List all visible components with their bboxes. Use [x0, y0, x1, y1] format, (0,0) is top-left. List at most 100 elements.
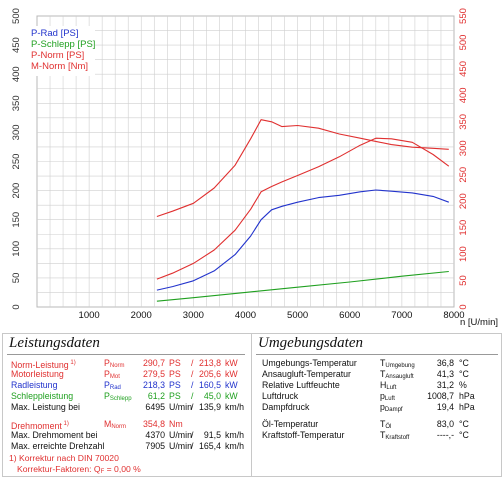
- row-label: Max. erreichte Drehzahl: [11, 441, 105, 451]
- x-tick-label: 6000: [339, 310, 360, 321]
- row-label: Radleistung: [11, 380, 58, 390]
- row-unit-1: U/min: [169, 430, 192, 440]
- row-unit-2: km/h: [225, 402, 245, 412]
- row-label: Umgebungs-Temperatur: [262, 358, 357, 368]
- series-line-p-rad: [156, 189, 449, 291]
- leistungsdaten-title: Leistungsdaten: [9, 335, 100, 351]
- leistung-row: Norm-Leistung 1) PNorm 290,7 PS / 213,8 kW: [3, 358, 251, 370]
- row-label: Ansaugluft-Temperatur: [262, 369, 351, 379]
- row-unit-2: kW: [225, 358, 238, 368]
- legend-background: [28, 26, 95, 76]
- row-value-2: 213,8: [198, 358, 221, 368]
- row-separator: /: [191, 441, 194, 451]
- y-left-tick-label: 200: [11, 183, 22, 199]
- row-label: Norm-Leistung 1): [11, 359, 76, 370]
- x-tick-label: 2000: [131, 310, 152, 321]
- series-lines: [156, 119, 450, 302]
- umgebung-row: Dampfdruck pDampf 19,4 hPa: [255, 402, 501, 413]
- row-value-1: 7905: [145, 441, 165, 451]
- row-value-1: 290,7: [142, 358, 165, 368]
- row-unit-2: km/h: [225, 430, 245, 440]
- row-unit-2: kW: [225, 380, 238, 390]
- chart-grid: [36, 15, 455, 308]
- y-right-tick-label: 450: [458, 61, 469, 77]
- x-axis-ticks: 1000 2000 3000 4000 5000 6000 7000 8000: [79, 310, 465, 321]
- row-label: Schleppleistung: [11, 391, 74, 401]
- umgebung-row: Kraftstoff-Temperatur TKraftstoff ----,- °C: [255, 430, 501, 441]
- y-right-tick-label: 300: [458, 140, 469, 156]
- row-separator: /: [191, 369, 194, 379]
- row-value-1: 279,5: [142, 369, 165, 379]
- y-left-tick-label: 350: [11, 95, 22, 111]
- legend-entry: P-Rad [PS]: [31, 28, 79, 39]
- x-tick-label: 7000: [391, 310, 412, 321]
- row-unit: °C: [459, 358, 469, 368]
- umgebungsdaten-title: Umgebungsdaten: [258, 335, 363, 351]
- y-left-tick-label: 400: [11, 66, 22, 82]
- umgebung-row: Luftdruck pLuft 1008,7 hPa: [255, 391, 501, 402]
- correction-value: = 0,00 %: [106, 464, 141, 474]
- row-symbol: HLuft: [380, 380, 397, 391]
- row-unit: °C: [459, 369, 469, 379]
- y-left-axis-ticks: 0 50 100 150 200 250 300 350 400 450 500: [11, 8, 22, 310]
- row-value-1: 61,2: [147, 391, 165, 401]
- row-value-2: 91,5: [203, 430, 221, 440]
- dyno-chart: 1000 2000 3000 4000 5000 6000 7000 8000 0501001…: [11, 8, 498, 328]
- row-symbol: pLuft: [380, 391, 395, 402]
- umgebung-row: Umgebungs-Temperatur TUmgebung 36,8 °C: [255, 358, 501, 369]
- y-left-tick-label: 0: [11, 304, 22, 309]
- y-left-tick-label: 300: [11, 124, 22, 140]
- row-separator: /: [191, 380, 194, 390]
- y-left-tick-label: 450: [11, 37, 22, 53]
- row-symbol: MNorm: [104, 419, 126, 430]
- x-tick-label: 5000: [287, 310, 308, 321]
- x-tick-label: 8000: [443, 310, 464, 321]
- y-left-tick-label: 100: [11, 241, 22, 257]
- y-right-tick-label: 50: [458, 275, 469, 286]
- row-separator: /: [191, 391, 194, 401]
- x-tick-label: 3000: [183, 310, 204, 321]
- row-value-1: 354,8: [142, 419, 165, 429]
- row-label: Motorleistung: [11, 369, 64, 379]
- row-value: 36,8: [436, 358, 454, 368]
- row-unit-1: PS: [169, 391, 181, 401]
- leistung-row: Motorleistung PMot 279,5 PS / 205,6 kW: [3, 369, 251, 380]
- row-label: Max. Leistung bei: [11, 402, 80, 412]
- data-panel: Leistungsdaten Umgebungsdaten Norm-Leist…: [2, 333, 502, 477]
- row-unit: hPa: [459, 391, 475, 401]
- row-unit-1: U/min: [169, 441, 192, 451]
- row-label: Kraftstoff-Temperatur: [262, 430, 345, 440]
- panel-separator: [251, 334, 252, 476]
- umgebung-row: Öl-Temperatur TÖl 83,0 °C: [255, 419, 501, 430]
- legend-entry: P-Schlepp [PS]: [31, 39, 95, 50]
- row-unit-2: km/h: [225, 441, 245, 451]
- series-line-p-norm: [156, 137, 450, 280]
- row-value: 31,2: [436, 380, 454, 390]
- correction-factor-note: Korrektur-Faktoren: QF = 0,00 %: [17, 464, 141, 475]
- chart-legend: P-Rad [PS]P-Schlepp [PS]P-Norm [PS]M-Nor…: [31, 28, 95, 72]
- row-symbol: TUmgebung: [380, 358, 415, 369]
- y-right-tick-label: 350: [458, 114, 469, 130]
- right-title-rule: [256, 354, 498, 355]
- row-symbol: PMot: [104, 369, 120, 380]
- y-left-tick-label: 50: [11, 273, 22, 284]
- din-note: 1) Korrektur nach DIN 70020: [9, 453, 119, 463]
- row-symbol: PRad: [104, 380, 121, 391]
- leistung-row: Max. Drehmoment bei 4370 U/min/ 91,5 km/h: [3, 430, 251, 441]
- row-symbol: TÖl: [380, 419, 392, 430]
- leistung-row: Schleppleistung PSchlepp 61,2 PS / 45,0 kW: [3, 391, 251, 402]
- row-value-1: 4370: [145, 430, 165, 440]
- row-unit-2: kW: [225, 391, 238, 401]
- row-symbol: PNorm: [104, 358, 125, 369]
- row-unit-1: PS: [169, 358, 181, 368]
- leistung-row: Max. erreichte Drehzahl 7905 U/min/ 165,4 km…: [3, 441, 251, 452]
- row-unit-1: PS: [169, 369, 181, 379]
- row-value-2: 160,5: [198, 380, 221, 390]
- y-right-tick-label: 100: [458, 246, 469, 262]
- umgebung-row: Relative Luftfeuchte HLuft 31,2%: [255, 380, 501, 391]
- row-symbol: TKraftstoff: [380, 430, 410, 441]
- y-right-axis-ticks: 0 50 100 150 200 250 300 350 400 450 500 550: [458, 8, 469, 310]
- row-unit: hPa: [459, 402, 475, 412]
- x-tick-label: 1000: [79, 310, 100, 321]
- row-symbol: pDampf: [380, 402, 403, 413]
